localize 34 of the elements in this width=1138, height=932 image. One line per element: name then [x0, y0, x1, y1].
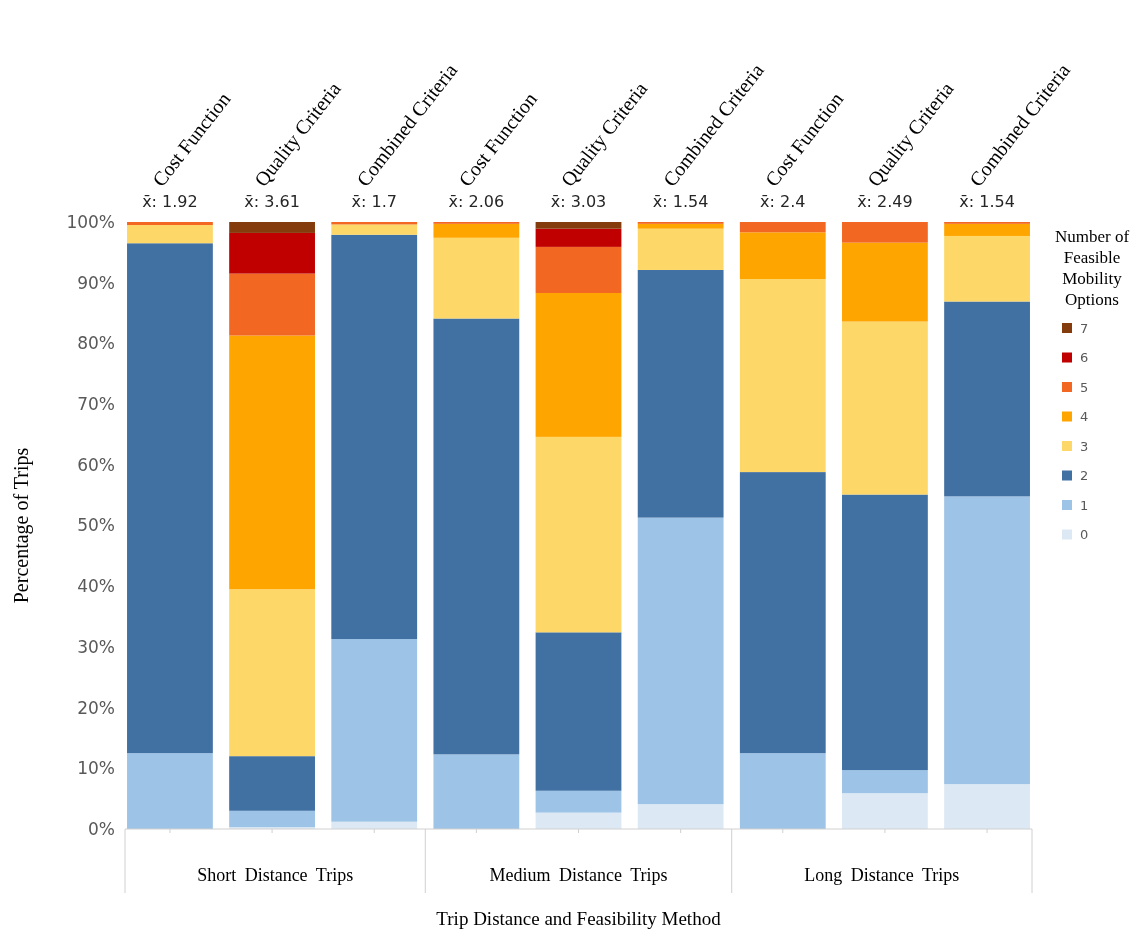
legend-label: 0 [1080, 527, 1089, 543]
y-tick-label: 50% [77, 515, 115, 536]
y-tick-label: 60% [77, 454, 115, 475]
text: Short Distance Trips [197, 865, 354, 885]
text: Long Distance Trips [804, 865, 960, 885]
legend-label: 6 [1080, 350, 1089, 366]
legend-title: Number of Feasible Mobility Options [1054, 227, 1130, 309]
y-tick-label: 80% [77, 333, 115, 354]
text: x̄: 1.92 [142, 192, 198, 211]
text: x̄: 2.4 [760, 192, 806, 211]
text: x̄: 1.7 [351, 192, 397, 211]
y-tick-label: 20% [77, 697, 115, 718]
legend-label: 4 [1080, 409, 1089, 425]
legend-label: 5 [1080, 379, 1089, 395]
text: x̄: 3.61 [244, 192, 300, 211]
text: x̄: 2.49 [857, 192, 913, 211]
text: x̄: 1.54 [652, 192, 709, 211]
y-tick-label: 40% [77, 576, 115, 597]
text: x̄: 1.54 [959, 192, 1015, 211]
text: x̄: 2.06 [448, 192, 505, 211]
text: Medium Distance Trips [489, 865, 668, 885]
legend-label: 2 [1080, 468, 1089, 484]
y-tick-label: 10% [77, 758, 115, 779]
text: x̄: 3.03 [550, 192, 607, 211]
y-tick-label: 70% [77, 394, 115, 415]
y-tick-label: 30% [77, 636, 115, 657]
legend-label: 3 [1080, 438, 1089, 454]
y-tick-label: 90% [77, 272, 115, 293]
legend-label: 1 [1080, 497, 1089, 513]
legend-label: 7 [1080, 320, 1089, 336]
y-tick-label: 0% [88, 818, 115, 839]
x-axis-title: Trip Distance and Feasibility Method [436, 908, 722, 929]
y-tick-label: 100% [66, 211, 115, 232]
y-axis-title: Percentage of Trips [10, 447, 33, 604]
